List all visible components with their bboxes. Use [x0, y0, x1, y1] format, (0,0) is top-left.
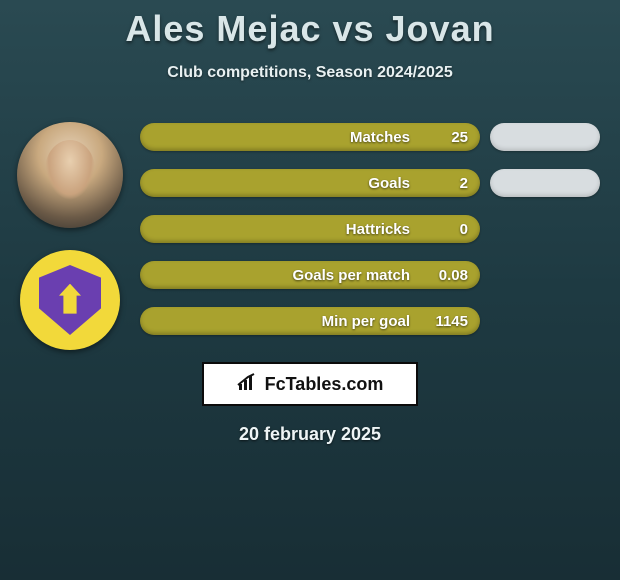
stat-label: Goals per match: [140, 267, 420, 284]
brand-badge: FcTables.com: [202, 362, 418, 406]
stat-label: Goals: [140, 175, 420, 192]
stat-value-left: 1145: [435, 313, 468, 330]
stat-bar-right: [490, 123, 600, 151]
stat-bar-left: Hattricks 0: [140, 215, 480, 243]
stat-row: Min per goal 1145: [0, 298, 620, 344]
stat-value-left: 0: [460, 221, 468, 238]
page-title: Ales Mejac vs Jovan: [0, 0, 620, 50]
stat-label: Min per goal: [140, 313, 420, 330]
snapshot-date: 20 february 2025: [0, 424, 620, 445]
stat-row: Goals per match 0.08: [0, 252, 620, 298]
stat-row: Goals 2: [0, 160, 620, 206]
stat-bar-right: [490, 169, 600, 197]
stat-bar-left: Matches 25: [140, 123, 480, 151]
brand-text: FcTables.com: [265, 374, 384, 395]
stat-row: Hattricks 0: [0, 206, 620, 252]
stat-value-left: 0.08: [439, 267, 468, 284]
stat-label: Matches: [140, 129, 420, 146]
stat-bar-left: Goals per match 0.08: [140, 261, 480, 289]
brand-logo-icon: [237, 372, 259, 397]
stats-list: Matches 25 Goals 2 Hattricks 0 Goals per…: [0, 114, 620, 344]
stat-value-left: 25: [451, 129, 468, 146]
stat-label: Hattricks: [140, 221, 420, 238]
stat-value-left: 2: [460, 175, 468, 192]
stat-bar-left: Goals 2: [140, 169, 480, 197]
stat-bar-left: Min per goal 1145: [140, 307, 480, 335]
stat-row: Matches 25: [0, 114, 620, 160]
page-subtitle: Club competitions, Season 2024/2025: [0, 64, 620, 82]
